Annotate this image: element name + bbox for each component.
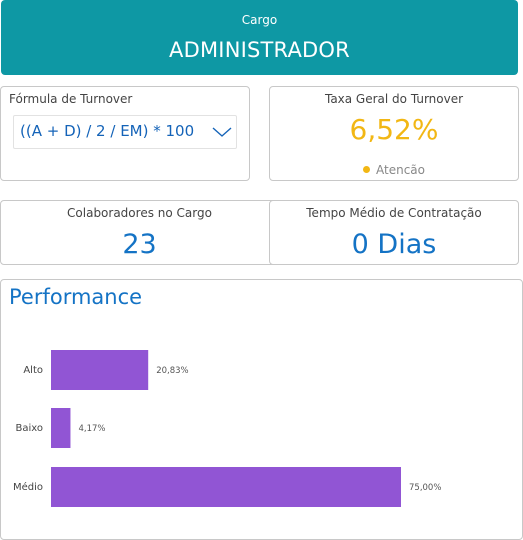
performance-bar-chart: Alto 20,83% Baixo 4,17% Médio 75,00% <box>13 350 441 507</box>
hire-time-title: Tempo Médio de Contratação <box>306 206 482 220</box>
category-label: Médio <box>13 481 43 493</box>
status-label: Atencão <box>376 163 425 177</box>
bar-value-label: 4,17% <box>78 424 105 434</box>
role-caption: Cargo <box>241 13 278 27</box>
performance-bar[interactable] <box>51 467 401 507</box>
status-dot-icon <box>363 166 370 173</box>
turnover-rate-title: Taxa Geral do Turnover <box>324 92 464 106</box>
performance-title: Performance <box>9 285 143 309</box>
performance-card: Performance Alto 20,83% Baixo 4,17% Médio 75,… <box>0 279 523 540</box>
chevron-down-icon <box>212 127 232 137</box>
performance-bar[interactable] <box>51 408 71 448</box>
turnover-rate-value: 6,52% <box>349 113 439 146</box>
bar-value-label: 75,00% <box>409 483 441 493</box>
status-indicator: Atencão <box>270 163 518 177</box>
category-label: Baixo <box>16 423 44 434</box>
role-header: Cargo ADMINISTRADOR <box>1 0 518 75</box>
turnover-formula-title: Fórmula de Turnover <box>9 92 133 106</box>
category-label: Alto <box>23 365 43 376</box>
turnover-formula-card: Fórmula de Turnover ((A + D) / 2 / EM) *… <box>0 86 250 181</box>
turnover-rate-card: Taxa Geral do Turnover 6,52% Atencão <box>269 86 519 181</box>
performance-bar[interactable] <box>51 350 149 390</box>
hire-time-card: Tempo Médio de Contratação 0 Dias <box>269 200 519 265</box>
hire-time-value: 0 Dias <box>351 229 437 260</box>
turnover-formula-dropdown[interactable]: ((A + D) / 2 / EM) * 100 <box>13 115 237 149</box>
role-name: ADMINISTRADOR <box>169 38 350 62</box>
employees-title: Colaboradores no Cargo <box>67 206 212 220</box>
employees-card: Colaboradores no Cargo 23 <box>0 200 279 265</box>
employees-value: 23 <box>122 229 157 260</box>
turnover-formula-selected: ((A + D) / 2 / EM) * 100 <box>20 122 195 140</box>
bar-value-label: 20,83% <box>156 366 188 376</box>
